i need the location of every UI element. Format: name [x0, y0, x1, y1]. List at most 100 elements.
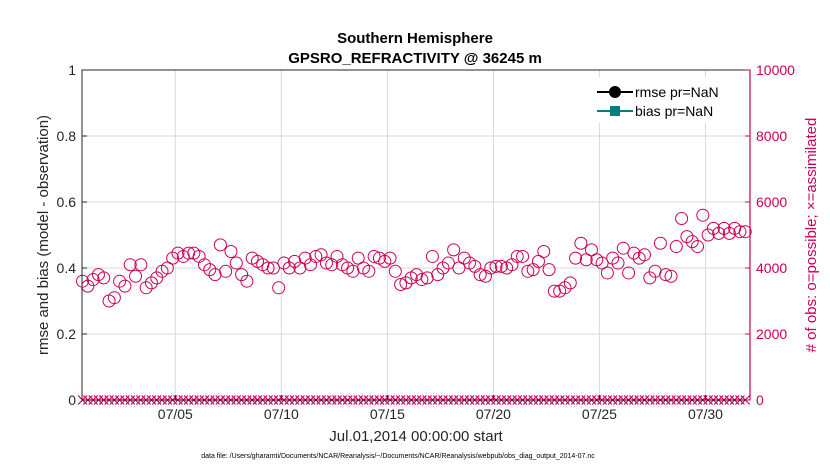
possible-point: [282, 261, 296, 275]
legend-bias-marker: [610, 106, 620, 116]
grid-lines: [82, 70, 750, 400]
possible-point: [484, 261, 498, 275]
possible-point: [558, 281, 572, 295]
possible-point: [680, 230, 694, 244]
possible-point: [600, 266, 614, 280]
possible-point: [447, 243, 461, 257]
possible-point: [129, 269, 143, 283]
possible-point: [362, 264, 376, 278]
data-file-footer: data file: /Users/gharamti/Documents/NCA…: [201, 453, 595, 460]
possible-point: [97, 271, 111, 285]
possible-point: [627, 246, 641, 260]
possible-point: [611, 256, 625, 270]
possible-point: [213, 238, 227, 252]
possible-point: [351, 251, 365, 265]
possible-point: [595, 256, 609, 270]
possible-point: [542, 263, 556, 277]
y-tick-label: 0.4: [57, 260, 77, 276]
y-tick-label: 0.2: [57, 326, 77, 342]
y2-tick-label: 0: [756, 392, 764, 408]
possible-point: [431, 268, 445, 282]
possible-point: [701, 228, 715, 242]
legend-rmse-marker: [609, 86, 621, 98]
possible-point: [473, 268, 487, 282]
legend: rmse pr=NaN bias pr=NaN: [591, 77, 744, 123]
possible-point: [537, 245, 551, 258]
y2-tick-label: 8000: [756, 128, 787, 144]
possible-point: [76, 274, 90, 288]
y2-axis-label: # of obs: o=possible; ×=assimilated: [803, 118, 820, 353]
possible-point: [659, 268, 673, 282]
y-tick-label: 0.6: [57, 194, 77, 210]
possible-point: [394, 278, 408, 291]
possible-point: [229, 256, 243, 270]
y2-tick-label: 10000: [756, 62, 795, 78]
possible-point: [415, 273, 429, 287]
possible-point: [399, 276, 413, 290]
possible-point: [86, 273, 100, 287]
y2-tick-label: 2000: [756, 326, 787, 342]
possible-point: [150, 271, 164, 285]
possible-point: [675, 212, 689, 225]
possible-point: [606, 251, 620, 265]
y2-tick-label: 6000: [756, 194, 787, 210]
possible-point: [319, 256, 333, 270]
y-tick-label: 1: [68, 62, 76, 78]
possible-point: [494, 259, 508, 273]
possible-point: [669, 240, 683, 254]
y-axis-label: rmse and bias (model - observation): [35, 115, 52, 355]
possible-point: [510, 249, 524, 263]
possible-point: [531, 254, 545, 268]
possible-point: [738, 225, 752, 239]
legend-bias-label: bias pr=NaN: [635, 103, 713, 119]
possible-point: [622, 266, 636, 280]
possible-point: [118, 279, 132, 293]
possible-point: [240, 274, 254, 288]
possible-point: [637, 248, 651, 262]
possible-point: [643, 271, 657, 285]
possible-point: [235, 268, 249, 282]
possible-point: [664, 269, 678, 283]
y-tick-label: 0: [68, 392, 76, 408]
possible-point: [717, 221, 731, 235]
chart-title-line1: Southern Hemisphere: [337, 30, 493, 47]
possible-point: [197, 258, 211, 272]
possible-point: [706, 221, 720, 235]
possible-point: [452, 261, 466, 275]
possible-point: [436, 261, 450, 275]
legend-rmse-label: rmse pr=NaN: [635, 84, 719, 100]
possible-point: [712, 226, 726, 240]
possible-point: [144, 276, 158, 290]
possible-point: [277, 256, 291, 270]
possible-point: [113, 274, 127, 288]
possible-point: [489, 259, 503, 273]
possible-point: [261, 261, 275, 275]
possible-point: [441, 256, 455, 270]
y-tick-label: 0.8: [57, 128, 77, 144]
possible-point: [516, 249, 530, 263]
possible-point: [388, 264, 402, 278]
x-axis-label: Jul.01,2014 00:00:00 start: [329, 428, 503, 445]
possible-point: [685, 235, 699, 249]
possible-point: [298, 251, 312, 265]
possible-point: [330, 249, 344, 263]
possible-point: [203, 263, 217, 277]
possible-point: [219, 264, 233, 278]
x-tick-label: 07/25: [582, 406, 617, 422]
possible-point: [653, 236, 667, 250]
possible-point: [584, 243, 598, 257]
y2-tick-label: 4000: [756, 260, 787, 276]
possible-point: [107, 291, 121, 305]
series-possible: [76, 208, 752, 308]
possible-point: [574, 236, 588, 250]
x-tick-label: 07/20: [476, 406, 511, 422]
possible-point: [457, 251, 471, 265]
possible-point: [521, 264, 535, 278]
possible-point: [563, 276, 577, 290]
axis-ticks: 07/05 07/10 07/15 07/20 07/25 07/30 0 0.2 0.4 0.6…: [57, 62, 796, 422]
x-tick-label: 07/10: [264, 406, 299, 422]
possible-point: [139, 281, 153, 295]
possible-point: [383, 251, 397, 265]
possible-point: [309, 249, 323, 263]
